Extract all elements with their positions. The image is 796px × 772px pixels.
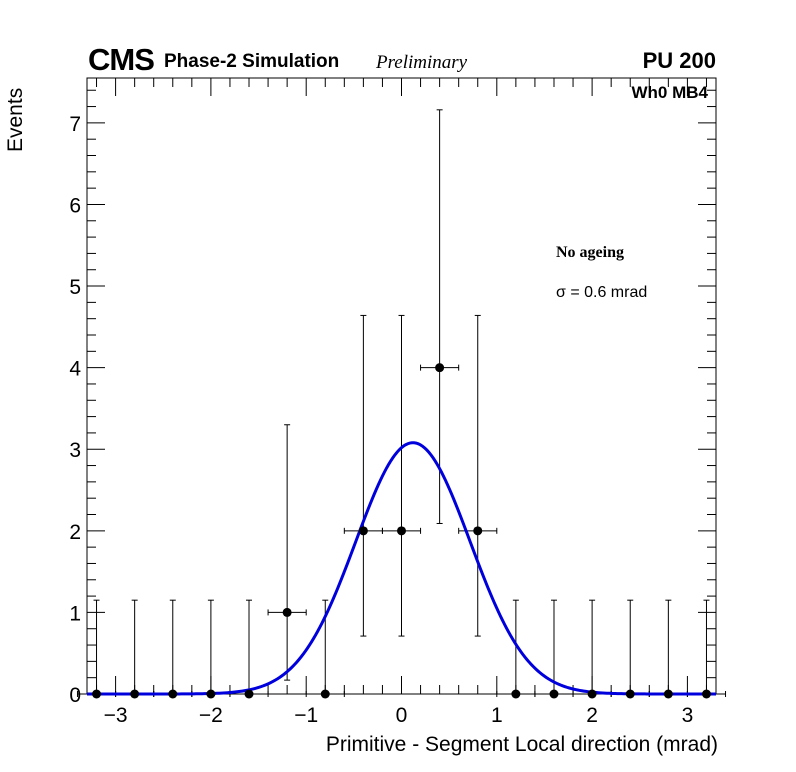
preliminary-label: Preliminary	[376, 52, 468, 73]
x-tick-label: 1	[491, 704, 503, 727]
data-point	[244, 689, 254, 699]
x-tick-label: 0	[396, 704, 408, 727]
x-tick-label: 2	[586, 704, 598, 727]
data-point	[130, 689, 140, 699]
x-axis-title: Primitive - Segment Local direction (mra…	[325, 733, 718, 756]
y-tick-label: 6	[69, 194, 81, 217]
data-point	[168, 689, 178, 699]
data-point	[358, 526, 368, 536]
x-tick-label: −1	[294, 704, 318, 727]
y-tick-label: 2	[69, 521, 81, 544]
data-point	[587, 689, 597, 699]
ageing-label: No ageing	[556, 244, 624, 261]
data-point	[206, 689, 216, 699]
data-point	[282, 607, 292, 617]
x-tick-label: 3	[682, 704, 694, 727]
y-tick-label: 0	[69, 684, 81, 707]
data-point	[435, 363, 445, 373]
y-tick-label: 1	[69, 602, 81, 625]
gaussian-fit-curve	[87, 441, 716, 696]
data-points	[92, 363, 711, 699]
data-point	[701, 689, 711, 699]
pileup-label: PU 200	[642, 48, 716, 73]
data-point	[511, 689, 521, 699]
data-point	[549, 689, 559, 699]
y-axis-title: Events	[4, 87, 27, 152]
data-point	[397, 526, 406, 536]
y-tick-label: 4	[69, 358, 81, 381]
data-point	[663, 689, 673, 699]
x-tick-label: −2	[199, 704, 223, 727]
data-point	[625, 689, 635, 699]
error-bars	[76, 109, 727, 697]
y-tick-label: 3	[69, 439, 81, 462]
x-tick-label: −3	[104, 704, 128, 727]
data-point	[473, 526, 483, 536]
chamber-label: Wh0 MB4	[631, 83, 709, 102]
y-tick-label: 7	[69, 113, 81, 136]
simulation-label: Phase-2 Simulation	[164, 51, 340, 72]
tick-labels: −3 −2 −1 0 1 2 3 0 1 2 3 4 5 6 7	[69, 113, 693, 727]
y-tick-label: 5	[69, 276, 81, 299]
sigma-label: σ = 0.6 mrad	[556, 284, 648, 301]
axis-ticks	[87, 78, 716, 695]
data-point	[92, 689, 102, 699]
cms-logo-text: CMS	[88, 42, 155, 77]
data-point	[320, 689, 330, 699]
